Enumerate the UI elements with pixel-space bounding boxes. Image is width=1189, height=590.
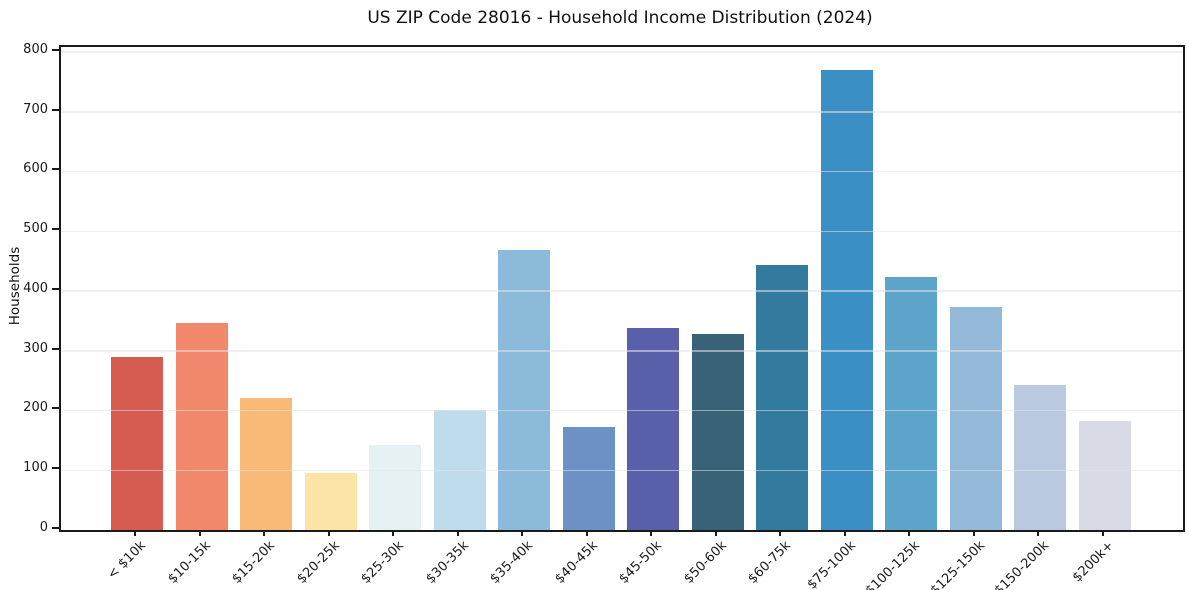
x-tick-label: $20-25k bbox=[294, 538, 343, 587]
x-tick-label: < $10k bbox=[104, 538, 149, 583]
x-tick-mark bbox=[585, 530, 588, 536]
x-tick-mark bbox=[908, 530, 911, 536]
bar bbox=[369, 444, 422, 530]
gridlines-layer bbox=[61, 47, 1183, 530]
bar bbox=[1014, 384, 1067, 530]
gridline bbox=[61, 230, 1183, 233]
bar bbox=[756, 265, 809, 530]
x-tick-label: $50-60k bbox=[681, 538, 730, 587]
bar bbox=[627, 327, 680, 530]
x-tick-mark bbox=[1037, 530, 1040, 536]
x-tick-mark bbox=[456, 530, 459, 536]
x-tick-label: $60-75k bbox=[745, 538, 795, 587]
x-tick-label: $10-15k bbox=[164, 538, 214, 587]
bar bbox=[691, 333, 744, 530]
x-tick-mark bbox=[134, 530, 136, 536]
gridline bbox=[61, 51, 1183, 53]
x-tick-label: $40-45k bbox=[552, 538, 601, 587]
x-tick-label: $200k+ bbox=[1069, 538, 1117, 586]
y-tick-label: 600 bbox=[23, 161, 48, 177]
y-tick-label: 300 bbox=[23, 340, 48, 356]
y-tick-mark bbox=[52, 168, 59, 171]
x-tick-mark bbox=[650, 530, 653, 536]
bar bbox=[175, 322, 228, 530]
bar bbox=[498, 250, 551, 530]
bar bbox=[562, 427, 615, 530]
y-tick-label: 0 bbox=[39, 520, 48, 535]
y-tick-mark bbox=[52, 347, 59, 350]
x-tick-label: $45-50k bbox=[616, 538, 666, 587]
x-tick-mark bbox=[1101, 530, 1104, 536]
y-tick-mark bbox=[52, 48, 59, 51]
y-tick-label: 200 bbox=[23, 400, 48, 416]
y-tick-label: 100 bbox=[23, 460, 48, 476]
x-tick-mark bbox=[521, 530, 524, 536]
gridline bbox=[61, 290, 1183, 292]
y-tick-mark bbox=[52, 108, 59, 111]
x-tick-mark bbox=[972, 530, 975, 536]
x-tick-mark bbox=[327, 530, 330, 536]
x-tick-label: $75-100k bbox=[804, 538, 859, 590]
x-tick-label: $25-30k bbox=[358, 538, 408, 587]
bar bbox=[820, 69, 873, 530]
bar bbox=[1078, 421, 1131, 530]
y-tick-label: 800 bbox=[23, 41, 48, 57]
gridline bbox=[61, 111, 1183, 113]
x-tick-mark bbox=[198, 530, 201, 536]
x-tick-mark bbox=[714, 530, 717, 536]
x-tick-mark bbox=[779, 530, 782, 536]
gridline bbox=[61, 469, 1183, 472]
bar bbox=[240, 397, 293, 530]
gridline bbox=[61, 350, 1183, 352]
x-tick-mark bbox=[392, 530, 395, 536]
chart-title: US ZIP Code 28016 - Household Income Dis… bbox=[367, 8, 873, 28]
x-tick-label: $30-35k bbox=[423, 538, 472, 587]
gridline bbox=[61, 409, 1183, 412]
bar bbox=[885, 277, 938, 530]
y-tick-mark bbox=[52, 228, 59, 231]
y-tick-label: 400 bbox=[23, 280, 48, 296]
bars-layer bbox=[61, 47, 1183, 530]
x-tick-label: $35-40k bbox=[487, 538, 537, 587]
x-tick-label: $150-200k bbox=[992, 538, 1053, 590]
y-tick-mark bbox=[52, 287, 59, 290]
y-tick-label: 700 bbox=[23, 101, 48, 117]
x-tick-label: $100-125k bbox=[863, 538, 924, 590]
y-tick-mark bbox=[52, 527, 59, 529]
y-tick-label: 500 bbox=[23, 221, 48, 237]
x-tick-label: $15-20k bbox=[229, 538, 278, 587]
plot-area bbox=[59, 45, 1185, 532]
x-tick-mark bbox=[843, 530, 846, 536]
x-tick-mark bbox=[263, 530, 266, 536]
bar bbox=[111, 356, 163, 530]
gridline bbox=[61, 170, 1183, 173]
bar bbox=[304, 473, 357, 530]
bar bbox=[949, 307, 1002, 530]
y-tick-mark bbox=[52, 407, 59, 410]
x-tick-label: $125-150k bbox=[927, 538, 988, 590]
y-tick-mark bbox=[52, 467, 59, 470]
